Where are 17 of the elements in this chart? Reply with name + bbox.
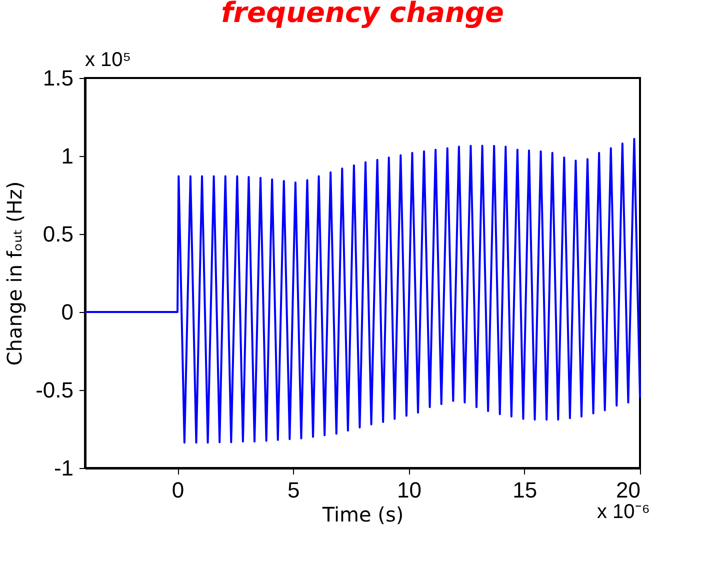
- y-tick-label: 0: [61, 300, 74, 324]
- y-tick-label: 1.5: [42, 66, 74, 90]
- y-tick-label: 0.5: [42, 222, 74, 246]
- x-tick-label: 20: [616, 478, 640, 502]
- text: x 10⁵: [85, 49, 132, 71]
- y-tick-label: 1: [61, 144, 74, 168]
- x-tick-label: 0: [172, 478, 184, 502]
- y-axis-title: Change in fₒᵤₜ (Hz): [2, 181, 27, 366]
- chart-title: frequency change: [221, 0, 504, 29]
- x-tick-label: 5: [288, 478, 300, 502]
- text: x 10⁻⁶: [596, 501, 650, 523]
- x-axis-title: Time (s): [321, 502, 404, 526]
- line-series: [84, 138, 641, 444]
- x-tick-label: 10: [397, 478, 422, 502]
- y-tick-label: -1: [54, 456, 74, 480]
- x-tick-label: 15: [512, 478, 538, 502]
- y-tick-label: -0.5: [36, 378, 74, 402]
